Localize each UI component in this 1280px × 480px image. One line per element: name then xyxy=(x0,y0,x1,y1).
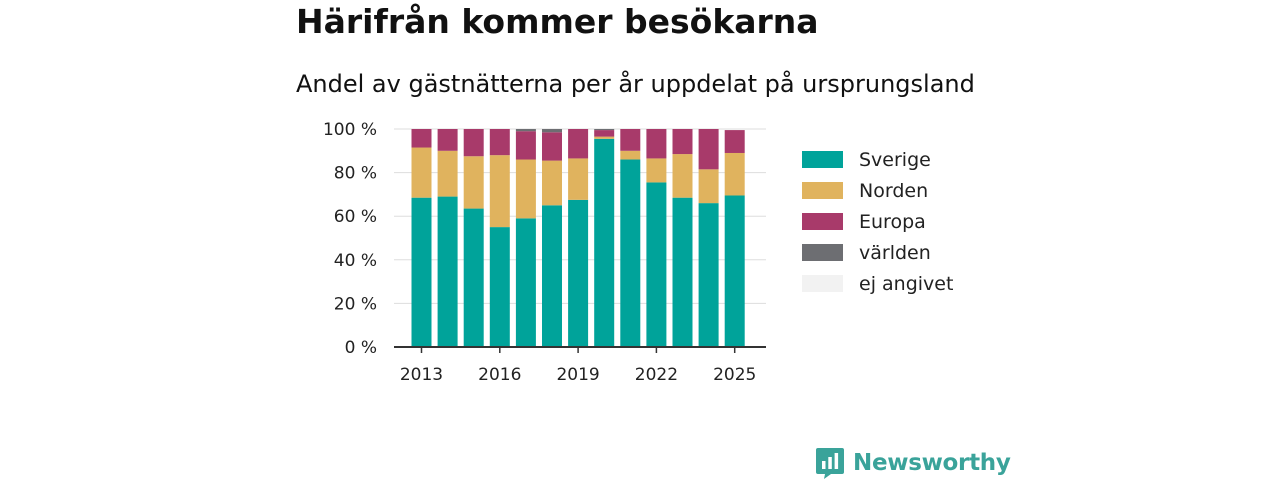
bar-segment-europa xyxy=(620,129,641,151)
bar-segment-sverige xyxy=(411,197,432,347)
legend-label: Europa xyxy=(859,210,926,233)
bar-segment-sverige xyxy=(698,203,719,347)
chart-subtitle: Andel av gästnätterna per år uppdelat på… xyxy=(296,70,975,98)
x-tick-label: 2022 xyxy=(635,365,678,385)
bar-segment-norden xyxy=(620,150,641,160)
bar-segment-sverige xyxy=(724,195,745,347)
bar-segment-norden xyxy=(542,160,562,206)
legend-label: Sverige xyxy=(859,148,931,171)
y-tick-label: 100 % xyxy=(323,120,377,140)
legend-item: Norden xyxy=(802,175,953,206)
legend-swatch xyxy=(802,151,843,168)
legend-swatch xyxy=(802,213,843,230)
chart-legend: Sverige Norden Europa världen ej angivet xyxy=(802,144,953,299)
bar-segment-norden xyxy=(646,158,667,183)
bar-segment-sverige xyxy=(515,218,536,347)
bar-segment-sverige xyxy=(594,138,615,347)
y-tick-label: 60 % xyxy=(334,207,377,227)
bar-segment-norden xyxy=(568,158,589,200)
bar-segment-europa xyxy=(489,129,510,156)
y-tick-label: 40 % xyxy=(334,251,377,271)
bar-segment-norden xyxy=(489,155,510,228)
bar-segment-europa xyxy=(542,132,562,161)
chart-title: Härifrån kommer besökarna xyxy=(296,2,819,41)
legend-swatch xyxy=(802,275,843,292)
legend-item: ej angivet xyxy=(802,268,953,299)
y-tick-label: 0 % xyxy=(345,338,377,358)
bar-segment-världen xyxy=(594,129,615,131)
bar-segment-sverige xyxy=(672,197,693,347)
bar-segment-norden xyxy=(411,147,432,198)
bar-segment-europa xyxy=(724,130,745,153)
legend-item: Sverige xyxy=(802,144,953,175)
x-tick-label: 2019 xyxy=(556,365,599,385)
legend-label: världen xyxy=(859,241,931,264)
bar-segment-norden xyxy=(724,152,745,196)
x-tick-label: 2016 xyxy=(478,365,521,385)
bar-segment-norden xyxy=(437,150,458,197)
bar-segment-norden xyxy=(672,154,693,198)
bar-segment-sverige xyxy=(437,196,458,347)
legend-swatch xyxy=(802,182,843,199)
bar-segment-sverige xyxy=(489,227,510,347)
bar-segment-europa xyxy=(646,129,667,159)
brand-name: Newsworthy xyxy=(853,450,1011,476)
bar-segment-världen xyxy=(542,129,562,133)
bar-segment-europa xyxy=(411,129,432,148)
legend-item: Europa xyxy=(802,206,953,237)
bar-segment-sverige xyxy=(463,208,484,347)
legend-item: världen xyxy=(802,237,953,268)
bar-segment-norden xyxy=(698,169,719,204)
bar-segment-sverige xyxy=(568,199,589,347)
y-tick-label: 80 % xyxy=(334,164,377,184)
bar-segment-norden xyxy=(463,156,484,209)
bar-segment-norden xyxy=(594,136,615,139)
x-tick-label: 2025 xyxy=(713,365,756,385)
bar-segment-europa xyxy=(515,131,536,160)
bar-segment-sverige xyxy=(620,159,641,347)
bar-segment-sverige xyxy=(542,205,562,347)
bar-segment-europa xyxy=(698,129,719,170)
bar-segment-europa xyxy=(463,129,484,157)
newsworthy-logo-icon xyxy=(816,448,844,479)
legend-swatch xyxy=(802,244,843,261)
bar-segment-europa xyxy=(437,129,458,151)
y-tick-label: 20 % xyxy=(334,294,377,314)
bar-segment-europa xyxy=(672,129,693,155)
bar-segment-världen xyxy=(515,129,536,132)
x-tick-label: 2013 xyxy=(400,365,443,385)
bar-segment-norden xyxy=(515,159,536,219)
bar-segment-europa xyxy=(568,129,589,159)
newsworthy-brand: Newsworthy xyxy=(815,446,1011,480)
bar-segment-europa xyxy=(594,130,615,137)
legend-label: ej angivet xyxy=(859,272,954,295)
legend-label: Norden xyxy=(859,179,929,202)
bar-segment-sverige xyxy=(646,182,667,347)
